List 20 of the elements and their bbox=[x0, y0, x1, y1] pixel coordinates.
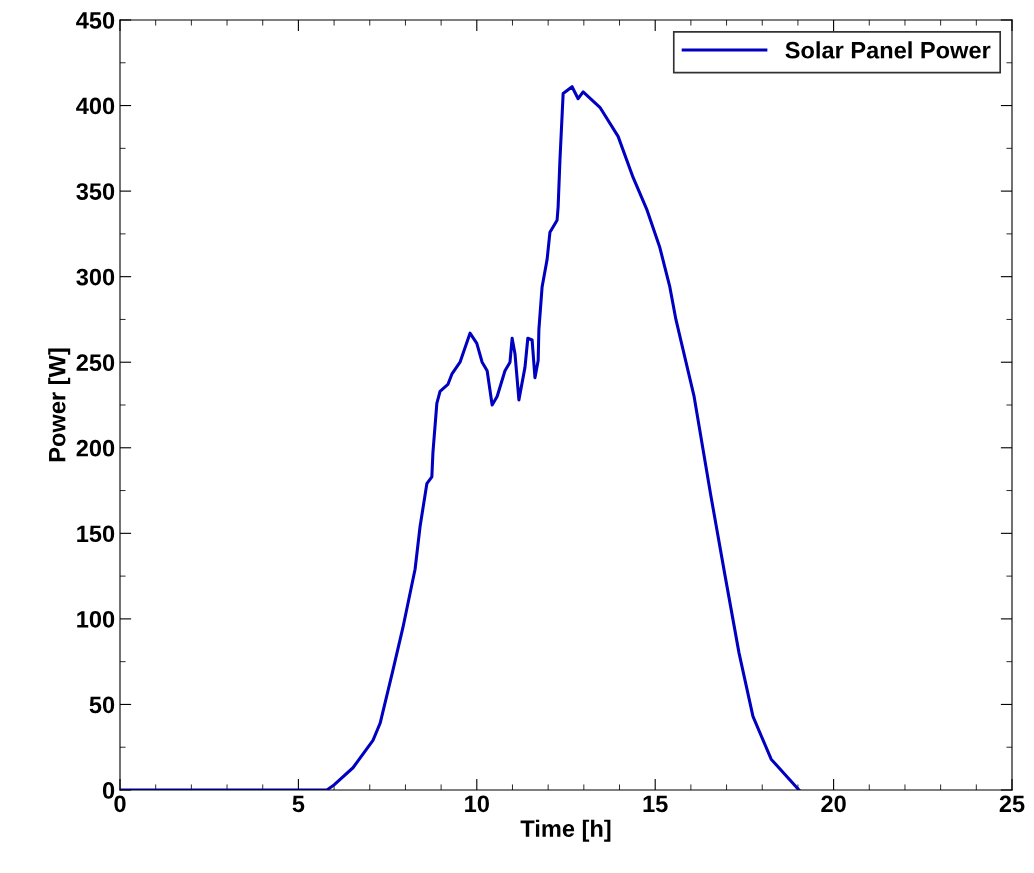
y-tick-label: 50 bbox=[89, 696, 115, 714]
y-axis-title: Power [W] bbox=[48, 348, 71, 462]
x-tick-label: 25 bbox=[999, 795, 1025, 813]
y-tick-label: 0 bbox=[102, 782, 115, 799]
x-tick-label: 15 bbox=[643, 795, 668, 813]
x-axis-title: Time [h] bbox=[520, 819, 611, 842]
line-series bbox=[120, 85, 801, 790]
y-tick-label: 150 bbox=[77, 525, 115, 543]
y-tick-label: 200 bbox=[76, 439, 115, 457]
x-tick-label: 0 bbox=[114, 795, 126, 813]
y-tick-label: 450 bbox=[76, 12, 115, 29]
x-tick-label: 5 bbox=[292, 795, 305, 813]
y-tick-label: 350 bbox=[76, 183, 115, 200]
x-tick-label: 10 bbox=[465, 795, 489, 813]
y-tick-label: 250 bbox=[76, 354, 115, 372]
y-tick-label: 300 bbox=[76, 268, 115, 286]
legend-label: Solar Panel Power bbox=[785, 41, 991, 59]
y-tick-label: 100 bbox=[77, 610, 115, 628]
x-tick-label: 20 bbox=[821, 795, 846, 813]
y-tick-label: 400 bbox=[76, 97, 115, 115]
